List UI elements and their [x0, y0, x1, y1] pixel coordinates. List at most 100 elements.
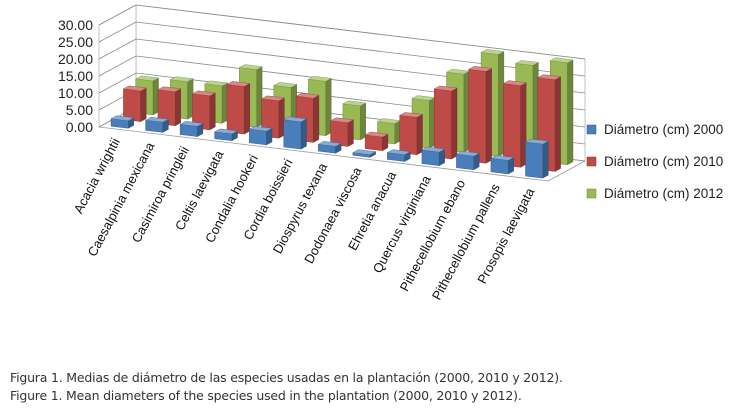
bar-top-face	[480, 49, 505, 55]
gridline	[98, 21, 586, 77]
bar-front-face	[468, 69, 487, 164]
bar	[179, 121, 204, 137]
bar	[502, 80, 527, 168]
y-tick-label: 5.00	[66, 102, 93, 118]
bar-top-face	[352, 149, 377, 155]
bar-top-face	[122, 85, 147, 92]
legend-swatch	[586, 156, 597, 167]
bar-top-face	[157, 86, 182, 93]
bar	[144, 116, 170, 133]
bar	[329, 117, 355, 147]
figure-caption-spanish: Figura 1. Medias de diámetro de las espe…	[10, 370, 563, 385]
legend-label: Diámetro (cm) 2000	[604, 122, 723, 137]
bar-top-face	[433, 85, 458, 92]
bar	[226, 81, 251, 135]
bar-side-face	[498, 51, 505, 157]
bar	[352, 149, 377, 158]
y-tick-label: 15.00	[58, 68, 93, 84]
bar-side-face	[313, 94, 320, 143]
bar-side-face	[416, 114, 423, 156]
bar-top-face	[342, 100, 367, 107]
bar	[386, 149, 411, 162]
bar-top-face	[502, 80, 527, 86]
y-tick-label: 30.00	[58, 17, 93, 33]
bar	[421, 146, 446, 167]
bar	[110, 115, 135, 129]
bar-top-face	[191, 90, 216, 97]
bar-side-face	[325, 77, 332, 137]
bar-top-face	[144, 116, 170, 123]
bar-side-face	[174, 88, 181, 127]
floor-front-edge	[98, 126, 549, 182]
bar	[524, 138, 549, 179]
legend-label: Diámetro (cm) 2010	[604, 154, 723, 169]
bar-side-face	[221, 82, 228, 124]
bar-side-face	[152, 77, 159, 116]
gridline	[98, 38, 586, 94]
chart-floor	[98, 126, 586, 182]
bar-top-face	[307, 75, 332, 82]
bar-side-face	[140, 87, 147, 122]
bar-side-face	[300, 118, 307, 150]
bar	[490, 155, 515, 175]
bar-top-face	[260, 95, 285, 102]
bar	[399, 112, 424, 156]
bar	[191, 90, 216, 131]
bar-top-face	[549, 57, 574, 64]
bar-top-face	[537, 74, 562, 80]
bar-front-face	[226, 84, 245, 135]
bar-side-face	[347, 119, 354, 147]
bar-top-face	[169, 76, 194, 82]
bar-front-face	[364, 134, 383, 151]
bar-top-face	[110, 115, 135, 122]
bar-side-face	[554, 76, 561, 172]
bar-top-face	[273, 82, 298, 88]
bar-side-face	[394, 120, 401, 145]
bar-front-face	[248, 128, 267, 146]
bar-front-face	[525, 141, 543, 179]
y-tick-label: 25.00	[58, 34, 93, 50]
bar-front-face	[283, 119, 302, 150]
bar-side-face	[243, 83, 251, 135]
bar-side-face	[429, 97, 435, 149]
legend-label: Diámetro (cm) 2012	[604, 186, 723, 201]
bar-top-face	[135, 75, 160, 82]
legend: Diámetro (cm) 2000 Diámetro (cm) 2010 Diám…	[586, 122, 723, 201]
bar	[213, 128, 239, 142]
chart-bars	[110, 49, 574, 179]
bar-top-face	[295, 92, 320, 99]
x-category-label: Caesalpinia mexicana	[85, 139, 158, 259]
y-tick-label: 20.00	[58, 51, 93, 67]
bar-top-face	[179, 121, 204, 127]
bar-side-face	[451, 87, 458, 160]
bar-front-face	[399, 115, 418, 156]
bar	[122, 85, 147, 122]
bar-top-face	[364, 131, 389, 138]
bar-side-face	[278, 97, 285, 139]
bar-side-face	[567, 59, 574, 166]
bar-top-face	[238, 64, 263, 70]
bar-side-face	[542, 140, 549, 179]
bar	[433, 85, 458, 160]
bar-side-face	[520, 82, 527, 168]
bar-side-face	[256, 66, 263, 128]
gridline	[98, 4, 586, 60]
y-tick-label: 10.00	[58, 85, 93, 101]
bar-top-face	[283, 116, 308, 123]
bar-top-face	[248, 125, 273, 132]
y-tick-label: 0.00	[66, 119, 93, 135]
bar-top-face	[399, 112, 424, 118]
bar-top-face	[514, 60, 540, 66]
bar-front-face	[503, 83, 521, 168]
x-category-label: Pithecellobium ebano	[397, 177, 469, 294]
bar-top-face	[490, 155, 515, 161]
bar-side-face	[209, 92, 216, 131]
bar	[283, 116, 308, 150]
bar	[455, 150, 480, 171]
bar-top-face	[386, 149, 411, 155]
bar-front-face	[490, 158, 509, 175]
figure-caption-english: Figure 1. Mean diameters of the species …	[10, 388, 522, 403]
floor-side-edge	[547, 160, 586, 182]
